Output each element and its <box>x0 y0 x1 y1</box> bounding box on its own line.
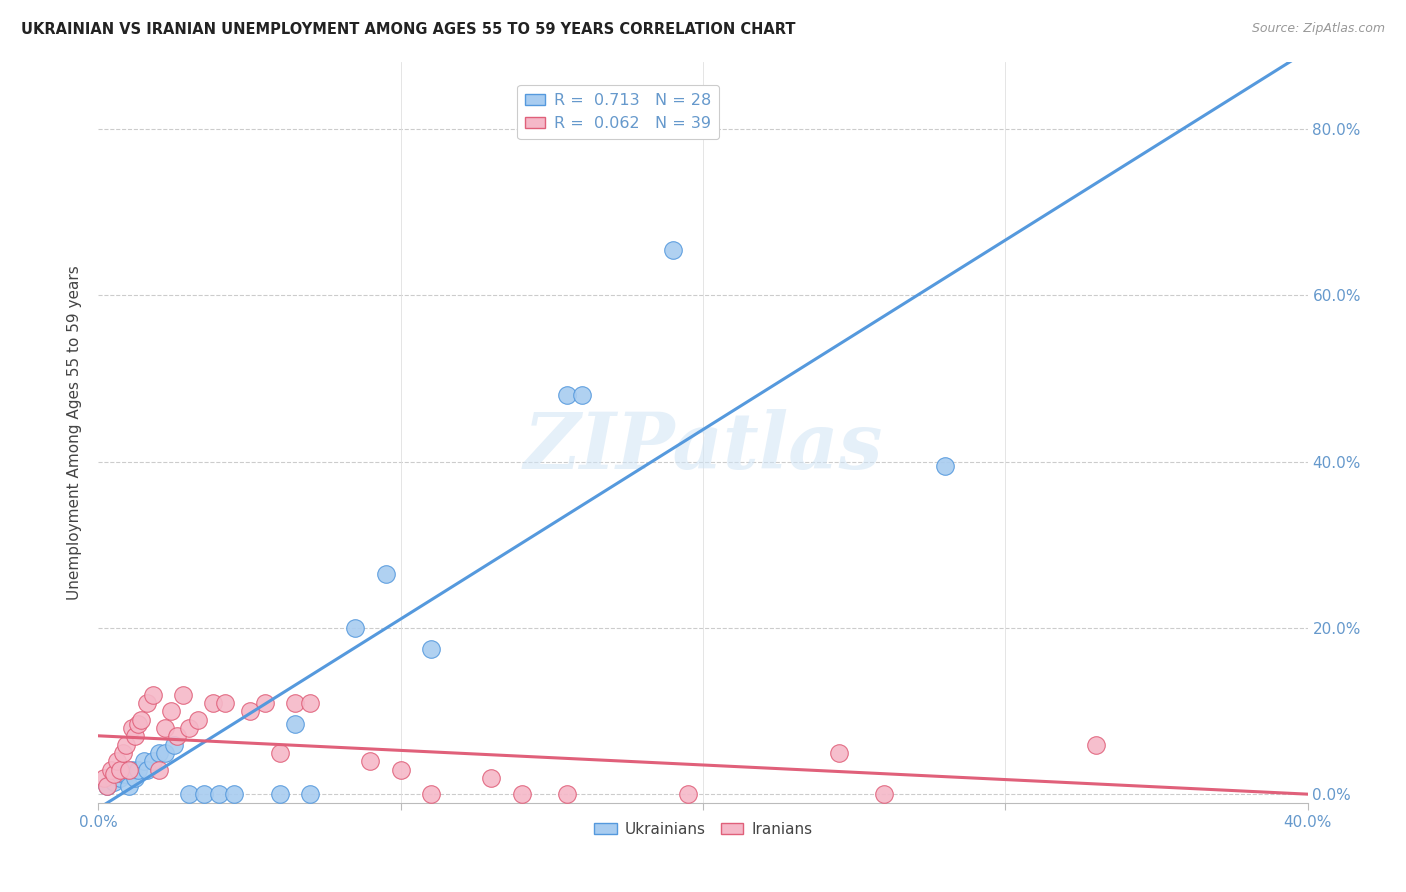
Point <box>111 766 134 780</box>
Point <box>105 754 128 768</box>
Point <box>103 766 125 780</box>
Point <box>121 763 143 777</box>
Point <box>135 696 157 710</box>
Point <box>214 696 236 710</box>
Point <box>299 788 322 802</box>
Point <box>374 567 396 582</box>
Point <box>148 746 170 760</box>
Point <box>555 788 578 802</box>
Point <box>100 763 122 777</box>
Point <box>118 779 141 793</box>
Point <box>555 388 578 402</box>
Point <box>389 763 412 777</box>
Point <box>299 696 322 710</box>
Point <box>111 746 134 760</box>
Point <box>420 641 443 656</box>
Point <box>284 696 307 710</box>
Point <box>163 738 186 752</box>
Point <box>129 713 152 727</box>
Point <box>269 746 291 760</box>
Point <box>510 788 533 802</box>
Text: ZIPatlas: ZIPatlas <box>523 409 883 485</box>
Point <box>193 788 215 802</box>
Point <box>481 771 503 785</box>
Point <box>208 788 231 802</box>
Point <box>108 763 131 777</box>
Point <box>127 716 149 731</box>
Point <box>269 788 291 802</box>
Point <box>148 763 170 777</box>
Point <box>360 754 382 768</box>
Point <box>202 696 225 710</box>
Point <box>224 788 246 802</box>
Point <box>828 746 851 760</box>
Point <box>187 713 209 727</box>
Point <box>179 788 201 802</box>
Point <box>934 458 956 473</box>
Point <box>142 688 165 702</box>
Point <box>114 766 136 780</box>
Point <box>103 775 125 789</box>
Point <box>676 788 699 802</box>
Point <box>253 696 276 710</box>
Point <box>179 721 201 735</box>
Point <box>93 771 115 785</box>
Point <box>344 621 367 635</box>
Point <box>118 763 141 777</box>
Point <box>114 738 136 752</box>
Point <box>153 746 176 760</box>
Legend: Ukrainians, Iranians: Ukrainians, Iranians <box>588 816 818 843</box>
Point <box>121 721 143 735</box>
Point <box>166 729 188 743</box>
Point <box>1085 738 1108 752</box>
Point <box>124 729 146 743</box>
Point <box>96 779 118 793</box>
Point <box>284 716 307 731</box>
Point <box>661 243 683 257</box>
Point <box>96 779 118 793</box>
Point <box>132 754 155 768</box>
Point <box>142 754 165 768</box>
Text: UKRAINIAN VS IRANIAN UNEMPLOYMENT AMONG AGES 55 TO 59 YEARS CORRELATION CHART: UKRAINIAN VS IRANIAN UNEMPLOYMENT AMONG … <box>21 22 796 37</box>
Point <box>172 688 194 702</box>
Text: Source: ZipAtlas.com: Source: ZipAtlas.com <box>1251 22 1385 36</box>
Point <box>239 704 262 718</box>
Point <box>873 788 896 802</box>
Point <box>571 388 593 402</box>
Y-axis label: Unemployment Among Ages 55 to 59 years: Unemployment Among Ages 55 to 59 years <box>67 265 83 600</box>
Point <box>127 763 149 777</box>
Point <box>420 788 443 802</box>
Point <box>108 771 131 785</box>
Point <box>153 721 176 735</box>
Point <box>124 771 146 785</box>
Point <box>160 704 183 718</box>
Point <box>135 763 157 777</box>
